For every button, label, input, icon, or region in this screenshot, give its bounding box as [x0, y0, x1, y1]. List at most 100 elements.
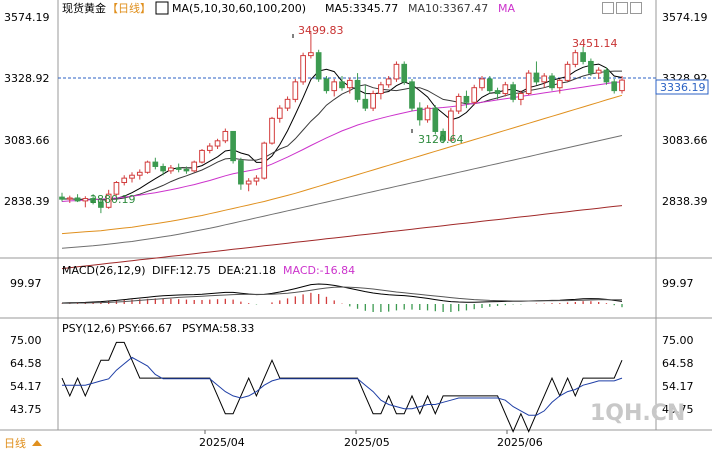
x-tick-label: 2025/05 — [344, 436, 390, 449]
psy-line — [62, 342, 622, 431]
macd-label: MACD(26,12,9) — [62, 264, 146, 277]
candle — [410, 79, 415, 111]
candle — [573, 50, 578, 68]
candle — [67, 196, 72, 203]
y-tick-label: 3328.92 — [4, 72, 50, 85]
psy-y-tick-right: 75.00 — [662, 334, 694, 347]
candle — [511, 82, 516, 102]
candle — [316, 50, 321, 82]
candle — [379, 82, 384, 100]
dropdown-triangle-icon[interactable] — [32, 440, 42, 446]
candle — [565, 61, 570, 81]
macd-y-tick-right: 99.97 — [662, 277, 694, 290]
candle — [137, 169, 142, 179]
ma5-value: MA5:3345.77 — [325, 2, 398, 15]
macd-dea-line — [62, 287, 622, 303]
psy-series — [62, 342, 622, 431]
psy-y-tick: 75.00 — [10, 334, 42, 347]
psyma-line — [62, 357, 622, 415]
candle — [604, 67, 609, 85]
candle — [402, 61, 407, 84]
candle — [75, 194, 80, 202]
candle — [464, 91, 469, 109]
candle — [293, 79, 298, 102]
annotation-low-1: 3120.64 — [418, 133, 464, 146]
candle — [612, 79, 617, 94]
macd-y-tick: 99.97 — [10, 277, 42, 290]
instrument-title: 现货黄金 — [62, 1, 106, 15]
candle — [176, 164, 181, 173]
candle — [487, 76, 492, 94]
candle — [433, 105, 438, 134]
ma-line-ma200 — [62, 206, 622, 269]
period-selector[interactable]: 日线 — [4, 436, 26, 450]
candle — [456, 94, 461, 114]
candle — [215, 139, 220, 149]
candle — [332, 79, 337, 97]
y-tick-label-right: 3083.66 — [662, 134, 708, 147]
candle — [589, 59, 594, 77]
candle — [145, 161, 150, 174]
macd-value: MACD:-16.84 — [283, 264, 355, 277]
candle — [526, 70, 531, 95]
candle — [472, 85, 477, 105]
candle — [620, 76, 625, 94]
candle — [169, 165, 174, 174]
x-tick-label: 2025/04 — [199, 436, 245, 449]
y-tick-label: 2838.39 — [4, 195, 50, 208]
last-price-label: 3336.19 — [660, 81, 706, 94]
candle — [277, 105, 282, 123]
candle — [596, 67, 601, 79]
candle — [534, 61, 539, 84]
ma-more-value: MA — [498, 2, 515, 15]
y-tick-label-right: 3574.19 — [662, 11, 708, 24]
window-restore-icon[interactable] — [602, 2, 614, 14]
chart-type-icon[interactable] — [156, 2, 168, 14]
window-maximize-icon[interactable] — [616, 2, 628, 14]
annotation-high-2: 3451.14 — [572, 37, 618, 50]
candle — [200, 149, 205, 164]
window-close-icon[interactable] — [630, 2, 642, 14]
annotation-low-2: 2880.19 — [90, 193, 136, 206]
candle — [122, 175, 127, 185]
macd-dea: DEA:21.18 — [218, 264, 276, 277]
candle — [324, 76, 329, 94]
ma10-value: MA10:3367.47 — [408, 2, 488, 15]
candle — [394, 61, 399, 81]
candle — [363, 85, 368, 111]
candle — [192, 161, 197, 173]
candle — [503, 82, 508, 97]
psy-y-tick-right: 54.17 — [662, 380, 694, 393]
psy-y-tick: 54.17 — [10, 380, 42, 393]
candle — [60, 193, 65, 202]
window-toolbar — [602, 2, 642, 14]
y-tick-label-right: 2838.39 — [662, 195, 708, 208]
candle — [550, 73, 555, 91]
candle — [270, 117, 275, 145]
psy-y-tick: 43.75 — [10, 403, 42, 416]
watermark: 1QH.CN — [590, 401, 685, 426]
ma-line-ma30 — [62, 82, 622, 202]
x-tick-label: 2025/06 — [497, 436, 543, 449]
period-label[interactable]: 【日线】 — [107, 1, 151, 15]
candle — [207, 143, 212, 153]
candle — [246, 178, 251, 191]
candle — [239, 158, 244, 190]
ma-params-label: MA(5,10,30,60,100,200) — [172, 2, 306, 15]
psy-y-tick-right: 64.58 — [662, 357, 694, 370]
macd-diff: DIFF:12.75 — [152, 264, 211, 277]
candle — [262, 142, 267, 180]
candle — [130, 172, 135, 182]
candle — [223, 129, 228, 144]
candle — [254, 175, 259, 185]
y-tick-label: 3083.66 — [4, 134, 50, 147]
psyma-value: PSYMA:58.33 — [182, 322, 254, 335]
psy-value: PSY:66.67 — [118, 322, 172, 335]
annotation-high-1: 3499.83 — [298, 24, 344, 37]
psy-label: PSY(12,6) — [62, 322, 115, 335]
y-tick-label: 3574.19 — [4, 11, 50, 24]
macd-series — [62, 284, 622, 312]
candle — [371, 91, 376, 111]
